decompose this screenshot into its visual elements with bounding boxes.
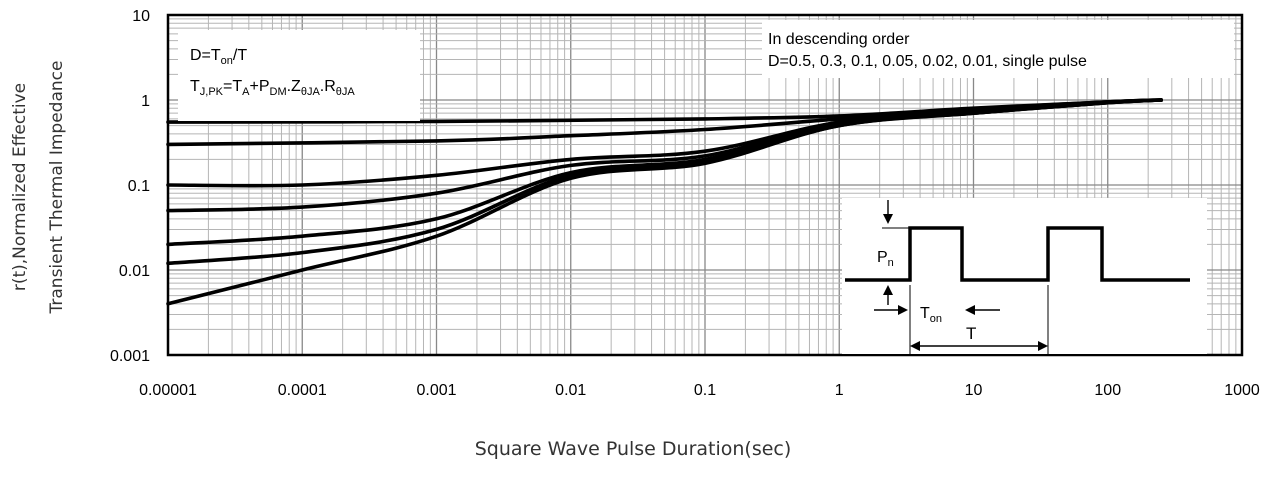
pulse-waveform <box>845 226 1190 282</box>
ton-arrowhead-right <box>965 305 975 315</box>
x-tick-label: 1 <box>835 382 844 399</box>
inset-background <box>842 198 1207 354</box>
annotation-right-line2: D=0.5, 0.3, 0.1, 0.05, 0.02, 0.01, singl… <box>768 53 1087 70</box>
series-line-6 <box>166 98 1163 306</box>
y-tick-label: 0.1 <box>128 178 150 195</box>
x-tick-label: 0.001 <box>416 382 456 399</box>
pn-arrowhead-top <box>883 214 893 224</box>
y-tick-label: 0.001 <box>110 348 150 365</box>
y-tick-label: 0.01 <box>119 263 150 280</box>
y-tick-label: 1 <box>141 93 150 110</box>
annotation-right-box <box>762 20 1234 78</box>
pn-label: Pn <box>877 249 894 269</box>
y-axis-label-line2: Transient Thermal Impedance <box>47 60 67 314</box>
x-tick-label: 10 <box>965 382 983 399</box>
y-axis-label-line1: r(t),Normalized Effective <box>10 82 30 292</box>
x-axis-label: Square Wave Pulse Duration(sec) <box>474 438 792 460</box>
y-tick-label: 10 <box>132 8 150 25</box>
x-tick-label: 0.1 <box>694 382 716 399</box>
x-tick-label: 0.01 <box>555 382 586 399</box>
t-label: T <box>966 324 976 343</box>
annotation-right-line1: In descending order <box>768 31 910 48</box>
t-arrowhead-left <box>910 341 920 351</box>
pn-arrowhead-bottom <box>883 285 893 295</box>
annotation-left-line1: D=Ton/T <box>190 47 247 67</box>
annotation-left-box <box>178 30 420 121</box>
x-tick-label: 0.00001 <box>139 382 197 399</box>
ton-label: Ton <box>920 305 942 325</box>
t-arrowhead-right <box>1038 341 1048 351</box>
x-tick-label: 1000 <box>1224 382 1260 399</box>
x-tick-label: 100 <box>1094 382 1121 399</box>
ton-arrowhead-left <box>898 305 908 315</box>
annotation-left-line2: TJ,PK=TA+PDM.ZθJA.RθJA <box>190 78 355 98</box>
x-tick-label: 0.0001 <box>278 382 327 399</box>
